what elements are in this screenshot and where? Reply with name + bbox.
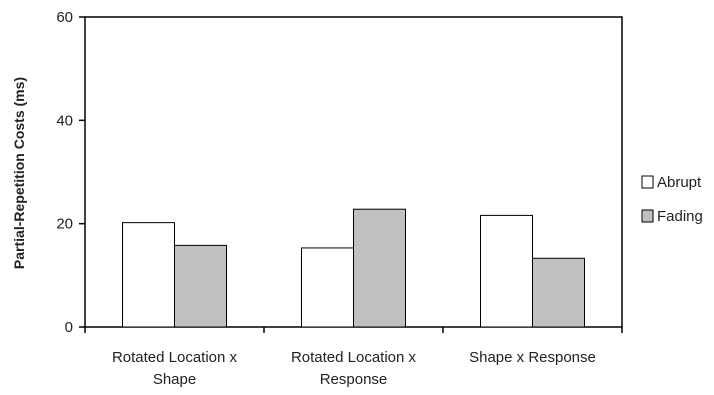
bar-fading-2 <box>532 257 585 328</box>
x-category-label: Shape x Response <box>469 349 596 366</box>
bar-abrupt-0 <box>122 222 175 328</box>
legend-swatch-abrupt <box>641 175 654 189</box>
bar-abrupt-1 <box>301 247 354 328</box>
bar-abrupt-2 <box>480 214 533 328</box>
y-tick-label: 0 <box>65 319 73 336</box>
x-category-label: Response <box>320 371 388 388</box>
bar-fading-0 <box>174 244 227 328</box>
x-category-label: Shape <box>153 371 196 388</box>
y-tick-label: 60 <box>56 9 73 26</box>
y-axis-label: Partial-Repetition Costs (ms) <box>11 77 27 269</box>
y-tick-label: 20 <box>56 216 73 233</box>
y-tick-label: 40 <box>56 112 73 129</box>
legend-label-fading: Fading <box>657 208 703 225</box>
x-category-label: Rotated Location x <box>112 349 238 366</box>
legend-swatch-fading <box>641 209 654 223</box>
legend-label-abrupt: Abrupt <box>657 174 702 191</box>
bar-fading-1 <box>353 208 406 328</box>
x-category-label: Rotated Location x <box>291 349 417 366</box>
